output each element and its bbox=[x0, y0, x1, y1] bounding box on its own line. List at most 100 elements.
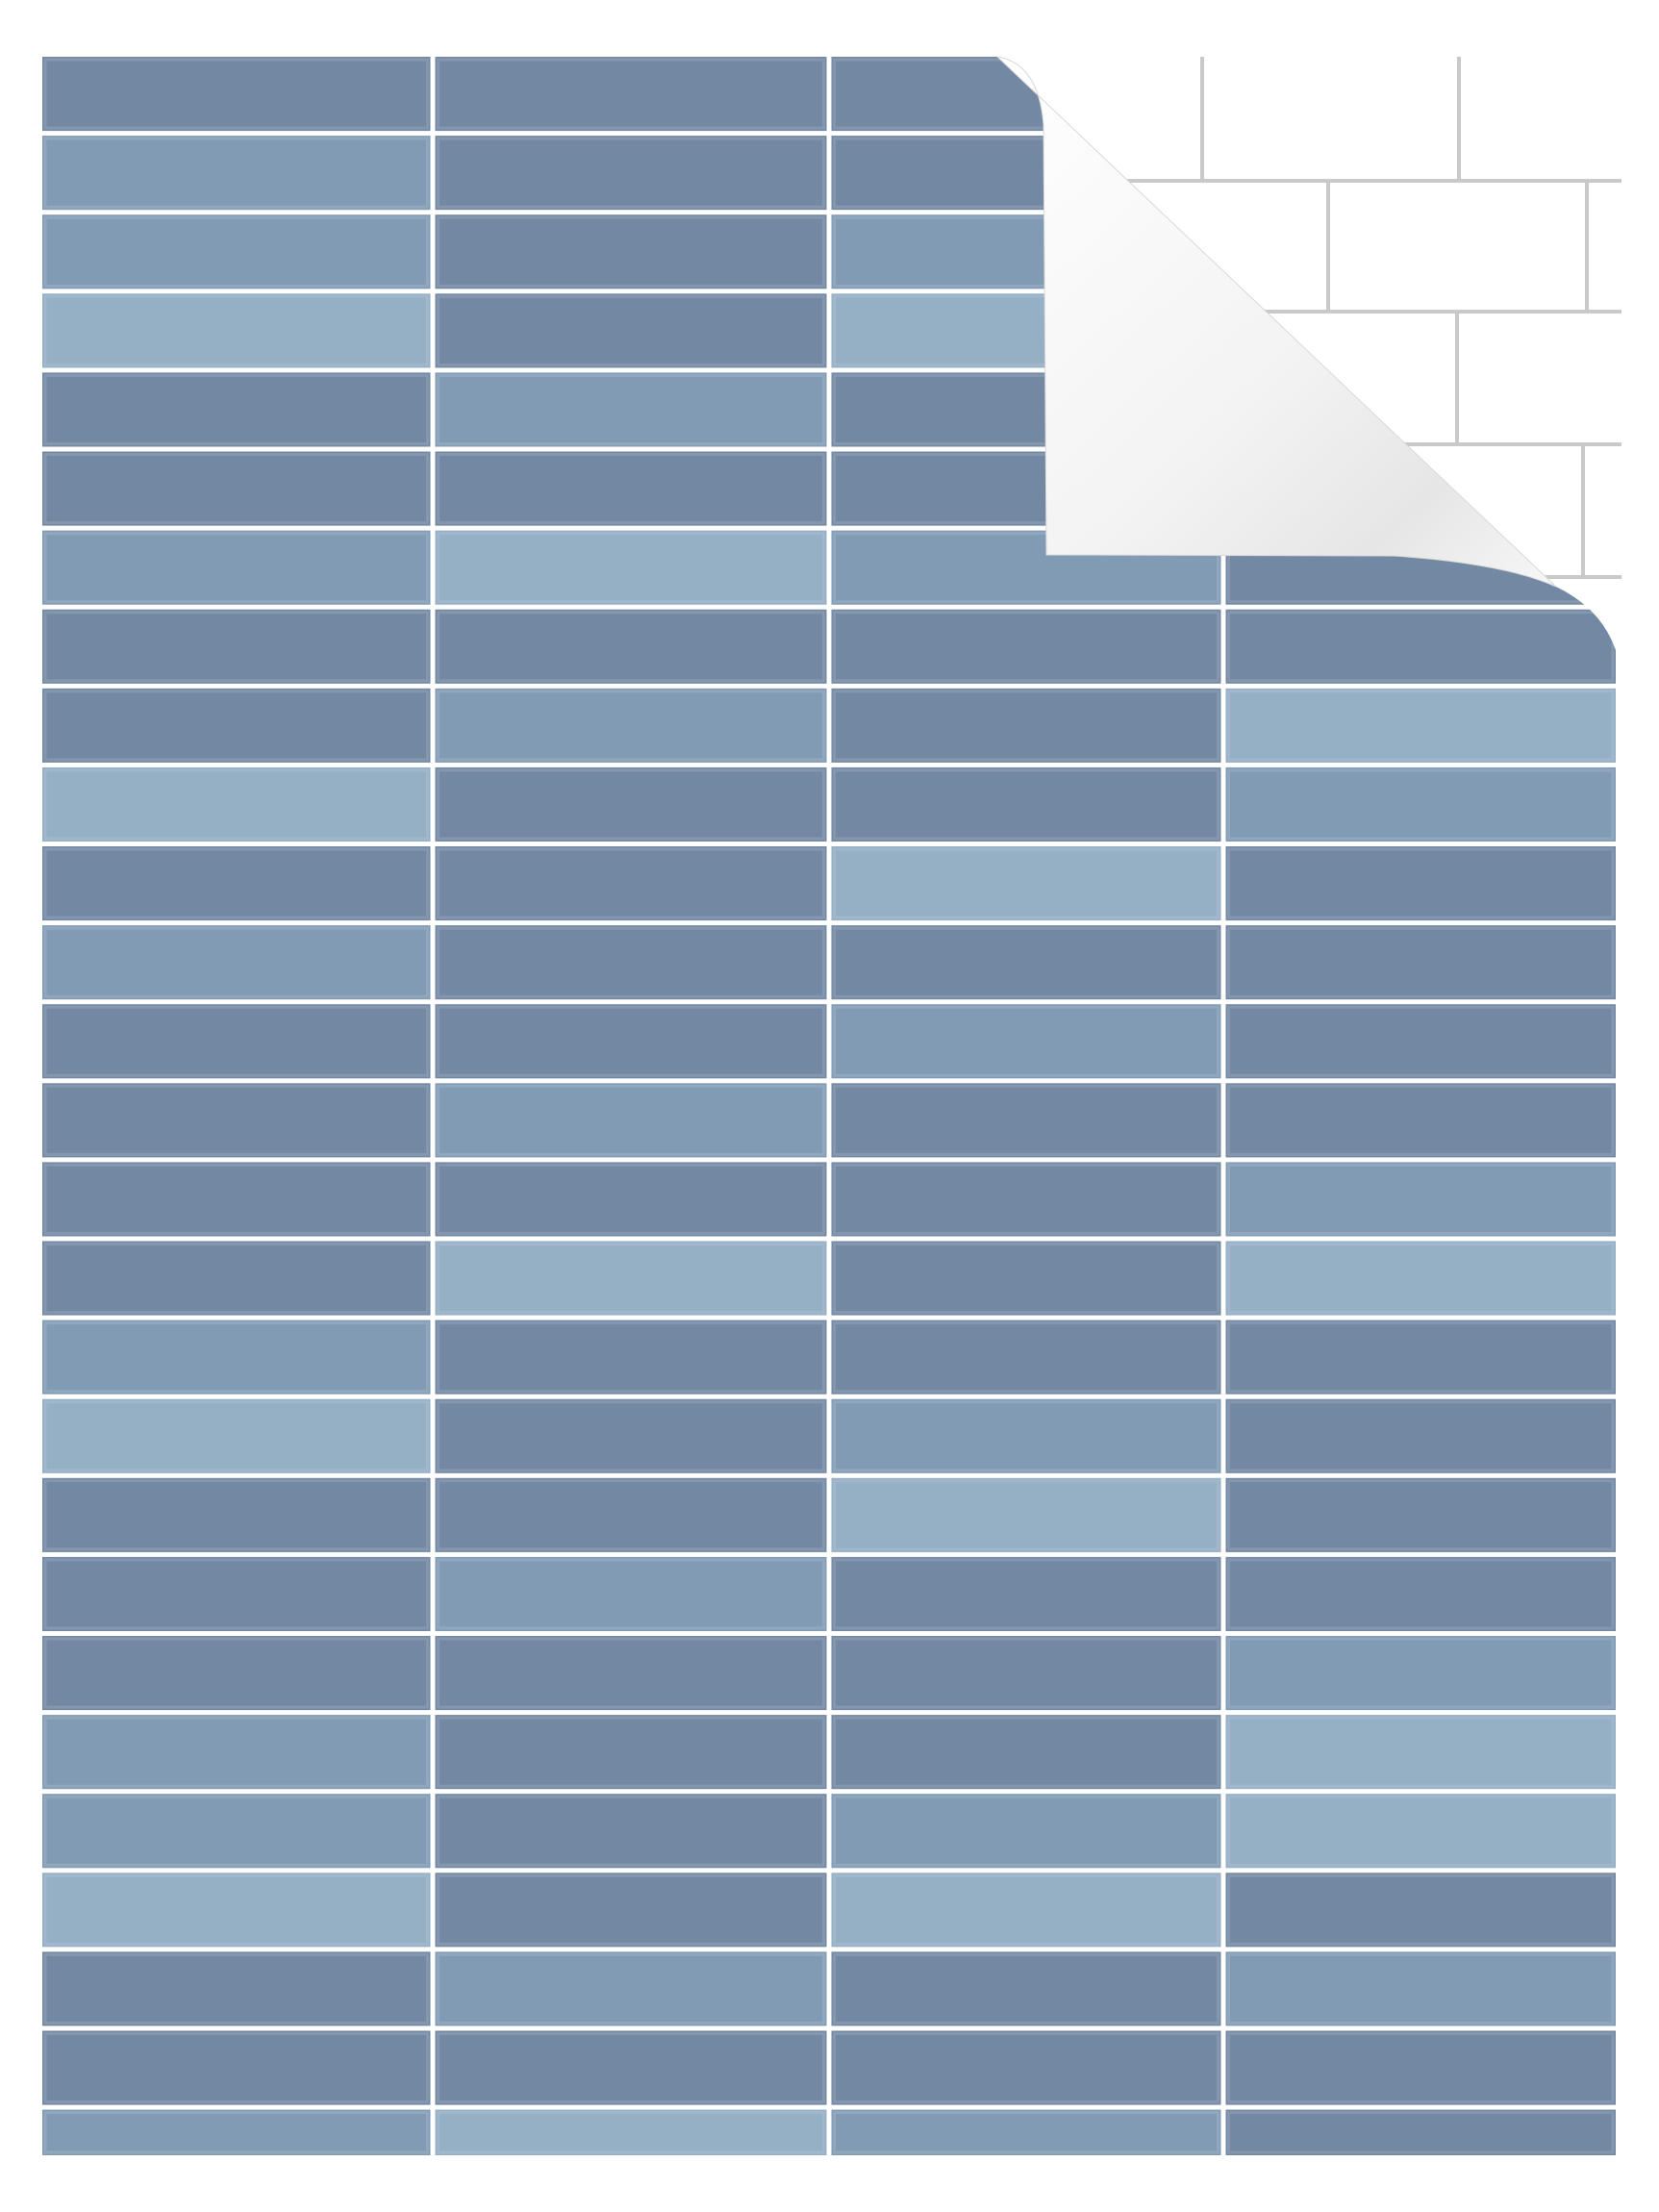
tile-bevel bbox=[43, 1873, 429, 1946]
tile-bevel bbox=[43, 1952, 429, 2025]
tile-bevel bbox=[1227, 1873, 1615, 1946]
tile-bevel bbox=[43, 926, 429, 998]
tile bbox=[831, 1951, 1221, 2026]
tile-bevel bbox=[437, 137, 825, 209]
tile-bevel bbox=[437, 2111, 825, 2154]
tile bbox=[42, 925, 431, 1000]
tile bbox=[831, 1873, 1221, 1948]
tile bbox=[831, 1477, 1221, 1552]
tile bbox=[435, 57, 827, 132]
tile bbox=[435, 372, 827, 447]
tile bbox=[831, 925, 1221, 1000]
tile-bevel bbox=[1227, 1084, 1615, 1156]
tile bbox=[1225, 1398, 1616, 1473]
tile-bevel bbox=[437, 1952, 825, 2025]
tile-bevel bbox=[833, 1400, 1219, 1472]
tile bbox=[42, 1951, 431, 2026]
tile bbox=[42, 767, 431, 842]
tile bbox=[435, 1320, 827, 1395]
tile-bevel bbox=[1227, 611, 1615, 683]
tile bbox=[435, 214, 827, 289]
tile bbox=[435, 1162, 827, 1237]
tile bbox=[435, 925, 827, 1000]
tile bbox=[1225, 1873, 1616, 1948]
tile-bevel bbox=[437, 1479, 825, 1551]
tile-bevel bbox=[1227, 926, 1615, 998]
tile bbox=[42, 2109, 431, 2155]
tile-bevel bbox=[437, 1321, 825, 1394]
tile bbox=[42, 57, 431, 132]
tile-bevel bbox=[833, 1716, 1219, 1788]
tile bbox=[42, 1636, 431, 1711]
tile-bevel bbox=[437, 1637, 825, 1709]
tile-bevel bbox=[437, 532, 825, 604]
tile-bevel bbox=[437, 2032, 825, 2104]
tile bbox=[42, 293, 431, 368]
tile bbox=[42, 1241, 431, 1316]
tile-bevel bbox=[833, 532, 1219, 604]
tile-bevel bbox=[1227, 1795, 1615, 1867]
tile-bevel bbox=[833, 1005, 1219, 1077]
tile bbox=[1225, 1715, 1616, 1790]
tile bbox=[1225, 2030, 1616, 2105]
tile bbox=[1225, 1004, 1616, 1079]
tile bbox=[42, 609, 431, 684]
tile bbox=[1225, 1162, 1616, 1237]
tile-bevel bbox=[833, 926, 1219, 998]
tile-bevel bbox=[43, 690, 429, 762]
tile-bevel bbox=[43, 1005, 429, 1077]
tile bbox=[42, 1398, 431, 1473]
tile bbox=[435, 1477, 827, 1552]
tile bbox=[831, 1556, 1221, 1631]
tile bbox=[42, 1477, 431, 1552]
tile-bevel bbox=[43, 768, 429, 841]
tile bbox=[435, 1636, 827, 1711]
tile-bevel bbox=[437, 1243, 825, 1315]
tile bbox=[42, 136, 431, 211]
tile bbox=[42, 1162, 431, 1237]
tile-bevel bbox=[43, 137, 429, 209]
tile-bevel bbox=[833, 1637, 1219, 1709]
tile bbox=[435, 846, 827, 921]
tile-bevel bbox=[833, 1558, 1219, 1630]
tile bbox=[1225, 1951, 1616, 2026]
tile-bevel bbox=[1227, 1005, 1615, 1077]
tile-bevel bbox=[437, 1716, 825, 1788]
tile-bevel bbox=[43, 1321, 429, 1394]
tile bbox=[831, 2030, 1221, 2105]
tile bbox=[435, 1241, 827, 1316]
tile bbox=[1225, 846, 1616, 921]
tile-bevel bbox=[43, 1479, 429, 1551]
tile bbox=[42, 1083, 431, 1158]
tile bbox=[1225, 688, 1616, 763]
tile bbox=[1225, 925, 1616, 1000]
tile bbox=[435, 293, 827, 368]
tile-bevel bbox=[1227, 1637, 1615, 1709]
tile-bevel bbox=[1227, 768, 1615, 841]
tile-bevel bbox=[43, 294, 429, 366]
tile-bevel bbox=[437, 926, 825, 998]
tile-bevel bbox=[1227, 1716, 1615, 1788]
peeled-backing-curl bbox=[995, 56, 1557, 588]
tile bbox=[831, 2109, 1221, 2155]
tile-bevel bbox=[43, 453, 429, 525]
tile bbox=[42, 1320, 431, 1395]
tile bbox=[1225, 1241, 1616, 1316]
tile-bevel bbox=[43, 2032, 429, 2104]
tile bbox=[831, 1794, 1221, 1869]
tile bbox=[831, 688, 1221, 763]
tile bbox=[435, 1398, 827, 1473]
tile bbox=[831, 1320, 1221, 1395]
tile-bevel bbox=[833, 1163, 1219, 1236]
tile bbox=[435, 767, 827, 842]
tile bbox=[42, 688, 431, 763]
tile-bevel bbox=[1227, 1321, 1615, 1394]
tile-bevel bbox=[1227, 690, 1615, 762]
tile-bevel bbox=[437, 1795, 825, 1867]
tile bbox=[1225, 609, 1616, 684]
tile bbox=[42, 2030, 431, 2105]
tile-bevel bbox=[43, 1400, 429, 1472]
tile-bevel bbox=[43, 58, 429, 130]
tile-bevel bbox=[437, 1005, 825, 1077]
tile bbox=[435, 2030, 827, 2105]
